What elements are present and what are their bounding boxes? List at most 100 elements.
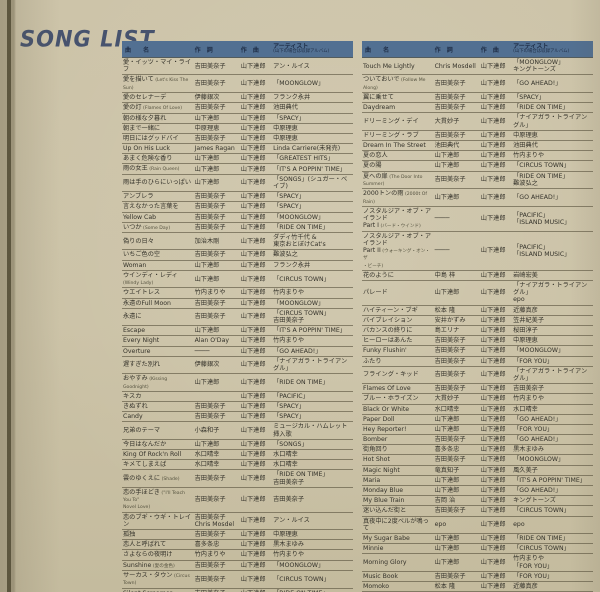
composer-cell: 山下達郎 — [240, 531, 266, 539]
composer-cell: 山下達郎 — [240, 299, 266, 307]
song-title: 花のように — [363, 271, 394, 279]
composer-cell: 山下達郎 — [480, 446, 506, 454]
composer-cell: 山下達郎 — [480, 80, 506, 88]
table-row: ウエイトレス 竹内まりや 山下達郎 竹内まりや — [122, 288, 353, 299]
song-title: バイブレイション — [363, 316, 413, 324]
artist-cell: 「ナイアガラ・トライアングル」 — [273, 357, 348, 372]
lyricist-cell: 山下達郎 — [434, 476, 460, 484]
composer-cell: 山下達郎 — [480, 558, 506, 566]
composer-cell: 山下達郎 — [480, 306, 506, 314]
composer-cell: 山下達郎 — [480, 193, 506, 201]
song-title: 雲のゆくえに — [123, 474, 161, 482]
song-title: 永遠のFull Moon — [123, 299, 171, 307]
table-row: キスカ 山下達郎 「PACIFIC」 — [122, 392, 353, 403]
song-title: 朝の様な夕暮れ — [123, 114, 167, 122]
composer-cell: 山下達郎 — [240, 80, 266, 88]
song-title: さよならの夜明け — [123, 551, 173, 559]
composer-cell: 山下達郎 — [240, 237, 266, 245]
table-row: Maria 山下達郎 山下達郎 「IT'S A POPPIN' TIME」 — [362, 476, 593, 487]
lyricist-cell: 吉田美奈子 — [194, 575, 226, 583]
lyricist-cell: 吉田美奈子 — [434, 131, 466, 139]
song-title-cell: 永遠のFull Moon — [122, 299, 194, 308]
artist-cell: 「SPACY」 — [513, 94, 545, 102]
artist-cell: 「MOONGLOW」 — [273, 561, 325, 569]
table-row: バイブレイション 安井かずみ 山下達郎 笠井紀美子 — [362, 316, 593, 327]
song-title-cell: ブルー・ホライズン — [362, 394, 434, 403]
lyricist-cell: 竹内まりや — [194, 551, 226, 559]
lyricist-cell: 中原理恵 — [194, 124, 220, 132]
song-title-english: (2000t Of Rain) — [363, 192, 427, 205]
composer-cell: 山下達郎 — [480, 118, 506, 125]
song-title-cell: 愛・イッツ・マイ・ライフ — [122, 58, 194, 74]
lyricist-cell: 喜多条忠 — [194, 541, 220, 549]
song-title: フライング・キッド — [363, 371, 419, 379]
artist-cell: 池田典代 — [513, 141, 538, 149]
song-title-cell: キスカ — [122, 392, 194, 401]
lyricist-cell: 吉田美奈子 — [194, 134, 226, 142]
song-title-cell: バイブレイション — [362, 316, 434, 325]
composer-cell: 山下達郎 — [480, 131, 506, 139]
lyricist-cell: ──── — [434, 247, 450, 255]
composer-cell: 山下達郎 — [480, 456, 506, 464]
song-title: 朝まで一緒に — [123, 124, 161, 132]
song-title-cell: 愛の灯 (Flames Of Love) — [122, 103, 194, 112]
song-title: 愛の灯 — [123, 104, 142, 112]
song-title-cell: 夏の恋人 — [362, 151, 434, 160]
table-row: Bomber 吉田美奈子 山下達郎 「GO AHEAD!」 — [362, 435, 593, 446]
song-title-cell: King Of Rock'n Roll — [122, 450, 194, 459]
table-row: Flames Of Love 吉田美奈子 山下達郎 吉田美奈子 — [362, 384, 593, 395]
column-header-lyrics: 作 詞 — [434, 46, 455, 54]
song-title: Hot Shot — [363, 456, 390, 464]
lyricist-cell: 吉田美奈子 — [194, 474, 226, 482]
song-title-cell: ついておいで (Follow Me Along) — [362, 75, 434, 92]
song-title: キスカ — [123, 392, 142, 400]
table-row: ヒーローはあんた 吉田美奈子 山下達郎 中原理恵 — [362, 336, 593, 347]
lyricist-cell: 吉田美奈子 — [194, 531, 226, 539]
table-row: バカンスの終りに 島エリナ 山下達郎 桜田淳子 — [362, 326, 593, 337]
song-title-cell: バカンスの終りに — [362, 326, 434, 335]
song-title: 愛・イッツ・マイ・ライフ — [123, 59, 192, 74]
song-title: Minnie — [363, 545, 384, 553]
song-title: 真夜中に2度ベルが鳴って — [363, 517, 429, 532]
table-row: Hot Shot 吉田美奈子 山下達郎 「MOONGLOW」 — [362, 455, 593, 466]
table-row: 迷い込んだ街と 吉田美奈子 山下達郎 「CIRCUS TOWN」 — [362, 506, 593, 517]
artist-cell: 「FOR YOU」 — [513, 425, 554, 433]
song-title: ウエイトレス — [123, 289, 161, 297]
artist-cell: 風久美子 — [513, 466, 538, 474]
lyricist-cell: 吉田美奈子 — [434, 357, 466, 365]
song-title: 言えなかった言葉を — [123, 203, 179, 211]
song-title: Yellow Cab — [123, 213, 157, 221]
song-title-cell: ウエイトレス — [122, 288, 194, 297]
song-title-cell: 街角回り — [362, 445, 434, 454]
artist-cell: 「GO AHEAD!」 — [513, 415, 562, 423]
composer-cell: 山下達郎 — [480, 436, 506, 444]
song-title-cell: 夏の陽 — [362, 161, 434, 170]
table-row: 今日はなんだか 山下達郎 山下達郎 「SONGS」 — [122, 440, 353, 450]
composer-cell: 山下達郎 — [240, 114, 266, 122]
table-row: おやすみ (Kissing Goodnight) 山下達郎 山下達郎 「RIDE ON… — [122, 374, 353, 392]
artist-cell: ミュージカル・ハムレット挿入歌 — [273, 423, 348, 438]
table-row: My Blue Train 吉岡 治 山下達郎 キングトーンズ — [362, 496, 593, 507]
table-row: Yellow Cab 吉田美奈子 山下達郎 「MOONGLOW」 — [122, 213, 353, 223]
table-row: 街角回り 喜多条忠 山下達郎 黒木まゆみ — [362, 445, 593, 456]
lyricist-cell: 水口晴幸 — [194, 450, 220, 458]
table-row: 愛を描いて (Let's Kiss The Sun) 吉田美奈子 山下達郎 「MOON… — [122, 75, 353, 94]
composer-cell: 山下達郎 — [240, 193, 266, 201]
song-title: 夏への扉 — [363, 172, 388, 180]
song-title-cell: 今日はなんだか — [122, 440, 194, 449]
song-title: ふたり — [363, 357, 382, 365]
table-row: Up On His Luck James Ragan 山下達郎 Linda Carri… — [122, 144, 353, 155]
composer-cell: 山下達郎 — [480, 357, 506, 365]
table-row: 愛の灯 (Flames Of Love) 吉田美奈子 山下達郎 池田典代 — [122, 103, 353, 114]
table-row: 夏への扉 (The Door Into Summer) 吉田美奈子 山下達郎 「RID… — [362, 172, 593, 190]
artist-cell: 岩崎宏美 — [513, 271, 538, 279]
song-title-cell: いつか (Some Day) — [122, 223, 194, 232]
artist-cell: 吉田美奈子 — [513, 385, 545, 393]
composer-cell: 山下達郎 — [480, 327, 506, 335]
composer-cell: 山下達郎 — [480, 371, 506, 379]
lyricist-cell: 吉田美奈子 — [434, 385, 466, 393]
composer-cell: 山下達郎 — [240, 589, 272, 592]
composer-cell: 山下達郎 — [240, 261, 266, 269]
artist-cell: 「SPACY」 — [273, 114, 305, 122]
artist-cell: 「SONGS」 — [273, 440, 308, 448]
